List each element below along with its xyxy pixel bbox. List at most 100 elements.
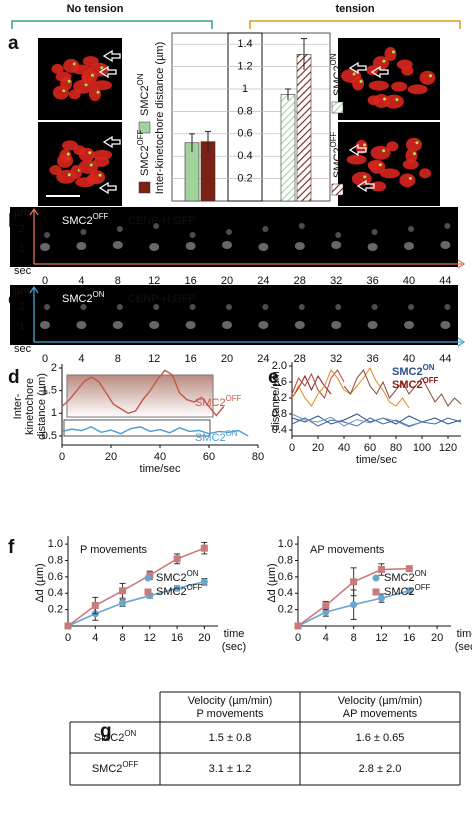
kinetochore <box>408 176 412 180</box>
chromosome <box>78 159 99 174</box>
legend-swatch <box>331 183 344 196</box>
label-base: SMC2 <box>392 366 423 378</box>
legend-label: SMC2ON <box>195 429 238 444</box>
arrowhead <box>29 207 466 269</box>
bracket-left <box>11 20 213 29</box>
marker <box>119 599 127 607</box>
y-tick-label: 1.4 <box>237 38 252 50</box>
strip-marker: CENP-H:GFP <box>128 293 196 305</box>
kinetochore <box>90 73 94 77</box>
chromosome <box>82 56 99 67</box>
x-tick-label: 20 <box>431 632 443 644</box>
chart-title: P movements <box>80 544 148 556</box>
label-sup: OFF <box>93 212 109 221</box>
time-label: 36 <box>366 275 378 287</box>
spot <box>185 242 196 250</box>
spot <box>149 243 160 251</box>
x-axis-label: (sec) <box>222 641 246 653</box>
marker <box>377 594 385 602</box>
label-base: SMC2 <box>384 586 415 598</box>
y-tick-label: 0.6 <box>278 571 293 583</box>
spot <box>44 304 50 310</box>
strip-label: SMC2ON <box>62 290 105 305</box>
spot <box>226 304 232 310</box>
highlight-box <box>66 374 214 418</box>
spot <box>404 321 414 329</box>
filmstrip <box>10 207 458 267</box>
kinetochore <box>415 141 419 145</box>
chromosome <box>405 137 422 152</box>
x-tick-label: 0 <box>65 632 71 644</box>
time-label: 16 <box>184 353 196 365</box>
legend-swatch <box>138 121 151 134</box>
table-header: Velocity (µm/min) <box>188 695 273 707</box>
legend-swatch <box>331 101 344 114</box>
label-base: SMC2 <box>156 586 187 598</box>
y-tick-label: 1.2 <box>237 61 252 73</box>
kinetochore <box>67 173 71 177</box>
time-label: 32 <box>330 353 342 365</box>
spot <box>262 304 269 310</box>
legend-label: SMC2OFF <box>195 394 242 409</box>
y-tick-label: 0.2 <box>278 604 293 616</box>
x-tick-label: 20 <box>105 451 117 463</box>
y-tick-label: 2 <box>19 223 25 235</box>
highlight-box <box>63 419 211 437</box>
spot <box>80 229 87 235</box>
time-label: 4 <box>78 353 84 365</box>
time-label: 12 <box>148 353 160 365</box>
arrow <box>102 135 121 149</box>
x-tick-label: 8 <box>351 632 357 644</box>
series-line <box>61 426 249 437</box>
time-label: 24 <box>257 275 269 287</box>
label-sup: OFF <box>136 129 145 145</box>
legend-marker <box>372 574 380 582</box>
x-axis-label: (sec) <box>455 641 472 653</box>
marker <box>91 602 99 610</box>
y-tick-label: 1 <box>51 407 57 419</box>
spot <box>76 321 87 329</box>
spot <box>335 232 342 238</box>
label-base: SMC2 <box>92 763 123 775</box>
table-cell: 3.1 ± 1.2 <box>209 763 252 775</box>
time-label: 44 <box>439 275 451 287</box>
panel-label: e <box>268 367 279 388</box>
y-tick-label: 1.0 <box>278 538 293 550</box>
time-label: 0 <box>42 353 48 365</box>
kinetochore <box>363 175 367 179</box>
time-label: 28 <box>294 275 306 287</box>
arrow <box>98 65 117 79</box>
legend-marker <box>372 588 380 596</box>
x-axis-label: time/sec <box>140 463 181 475</box>
filmstrip <box>10 285 458 345</box>
legend-label: SMC2ON <box>392 363 435 378</box>
label-sup: OFF <box>122 760 138 769</box>
row-label: SMC2ON <box>94 729 137 744</box>
label-base: SMC2 <box>384 572 415 584</box>
time-label: 12 <box>148 275 160 287</box>
x-tick-label: 40 <box>338 442 350 454</box>
chromosome <box>60 76 73 91</box>
header-left: No tension <box>67 3 124 15</box>
kinetochore <box>382 59 386 63</box>
y-tick-label: 2 <box>51 362 57 374</box>
legend-label: SMC2OFF <box>136 129 151 176</box>
marker <box>405 587 413 595</box>
spot <box>189 304 196 310</box>
table-cell: 2.8 ± 2.0 <box>359 763 402 775</box>
spot <box>76 242 87 250</box>
y-tick-label: 1 <box>19 321 25 333</box>
kinetochore <box>363 143 367 147</box>
table-header: Velocity (µm/min) <box>338 695 423 707</box>
label-sup: ON <box>329 53 338 65</box>
label-sup: ON <box>93 290 105 299</box>
time-label: 0 <box>42 275 48 287</box>
marker <box>119 587 127 595</box>
spot <box>153 304 160 310</box>
chromosome <box>384 47 397 62</box>
label-sup: ON <box>124 729 136 738</box>
spot <box>404 242 414 250</box>
y-tick-label: 0.4 <box>237 150 252 162</box>
kinetochore <box>352 72 356 76</box>
series-line <box>343 369 462 407</box>
